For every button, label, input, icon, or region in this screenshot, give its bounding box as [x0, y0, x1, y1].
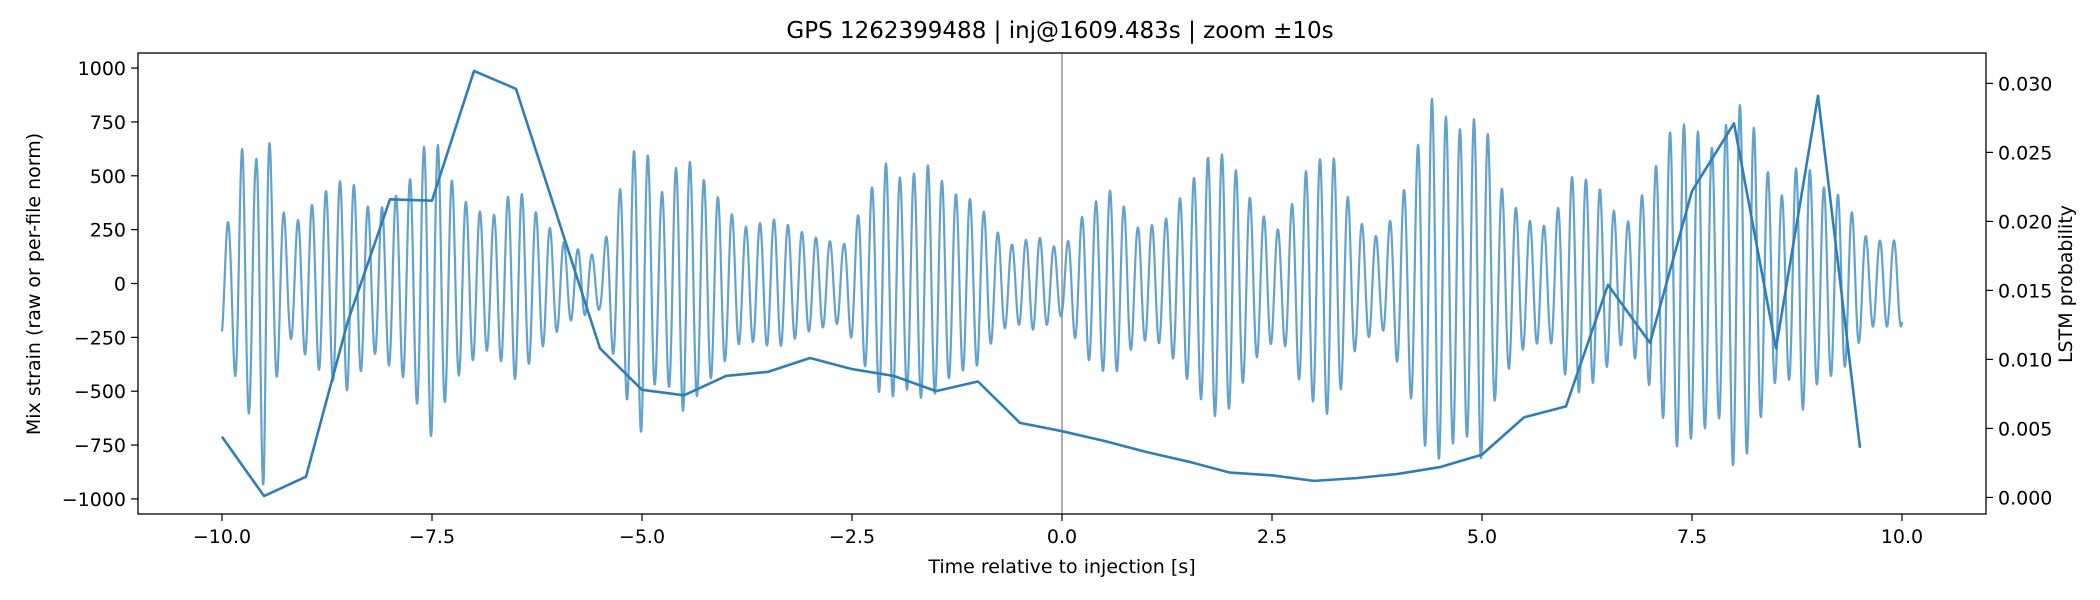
x-tick-label: −10.0 [193, 526, 251, 548]
y-left-tick-label: 500 [90, 166, 126, 188]
x-tick-label: 2.5 [1257, 526, 1287, 548]
x-tick-label: −5.0 [619, 526, 665, 548]
y-left-tick-label: 250 [90, 220, 126, 242]
y-axis-right-label: LSTM probability [2055, 205, 2077, 363]
y-left-tick-label: 0 [114, 274, 126, 296]
strain-series-line [220, 97, 1904, 486]
x-tick-label: 5.0 [1467, 526, 1497, 548]
x-axis: −10.0 −7.5 −5.0 −2.5 0.0 2.5 5.0 7.5 10.0 [193, 514, 1923, 548]
y-right-tick-label: 0.010 [1998, 349, 2052, 371]
y-right-tick-label: 0.000 [1998, 487, 2052, 509]
y-axis-right: 0.030 0.025 0.020 0.015 0.010 0.005 0.000 [1986, 73, 2052, 509]
y-left-tick-label: −750 [74, 435, 126, 457]
y-right-tick-label: 0.020 [1998, 211, 2052, 233]
y-right-tick-label: 0.015 [1998, 280, 2052, 302]
y-right-tick-label: 0.030 [1998, 73, 2052, 95]
x-tick-label: 0.0 [1047, 526, 1077, 548]
x-tick-label: −7.5 [409, 526, 455, 548]
probability-layer [220, 69, 1862, 498]
y-left-tick-label: −250 [74, 327, 126, 349]
probability-series-line [220, 69, 1862, 498]
y-right-tick-label: 0.005 [1998, 418, 2052, 440]
x-tick-label: −2.5 [829, 526, 875, 548]
strain-layer [220, 97, 1904, 486]
y-left-tick-label: 1000 [78, 58, 126, 80]
y-axis-left-label: Mix strain (raw or per-file norm) [23, 133, 45, 435]
y-left-tick-label: 750 [90, 112, 126, 134]
y-left-tick-label: −500 [74, 381, 126, 403]
chart-title: GPS 1262399488 | inj@1609.483s | zoom ±1… [786, 18, 1333, 44]
x-tick-label: 7.5 [1677, 526, 1707, 548]
y-left-tick-label: −1000 [62, 489, 126, 511]
x-axis-label: Time relative to injection [s] [927, 556, 1195, 578]
y-axis-left: 1000 750 500 250 0 −250 −500 −750 −1000 [62, 58, 138, 511]
x-tick-label: 10.0 [1881, 526, 1923, 548]
y-right-tick-label: 0.025 [1998, 142, 2052, 164]
